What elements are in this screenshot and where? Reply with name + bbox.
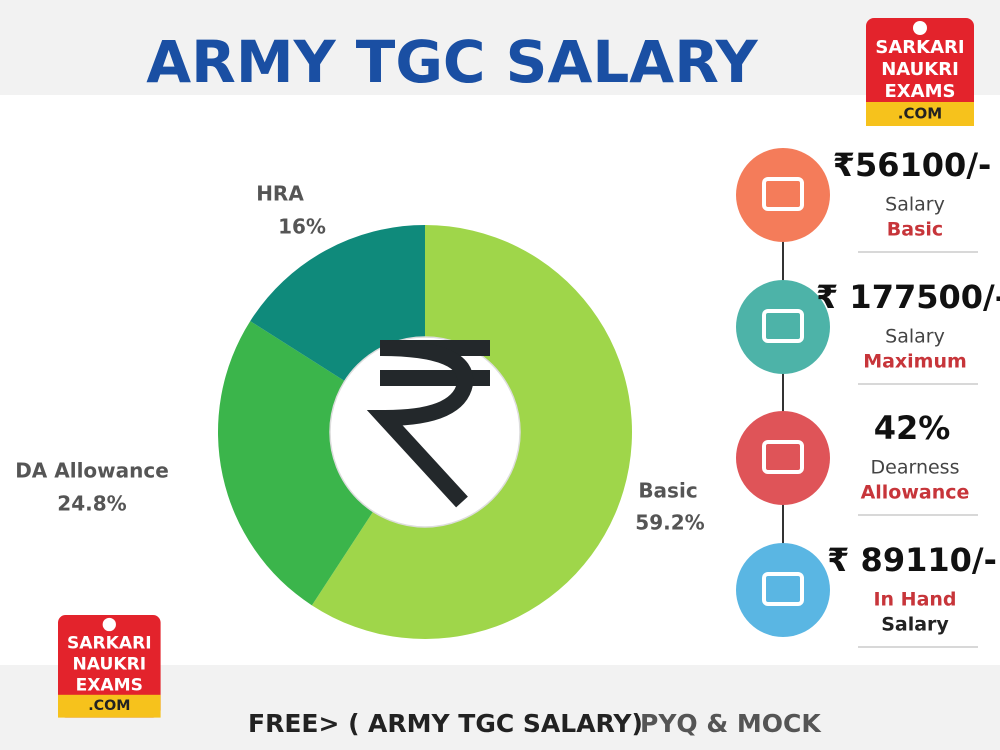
icon-glyph: [762, 572, 804, 606]
logo-base: [866, 102, 974, 126]
icon-circle: [736, 148, 830, 242]
card-line2: Allowance: [861, 482, 970, 504]
logo-text: SARKARI: [67, 634, 152, 654]
footer-part: FREE> (: [248, 709, 360, 738]
card-amount: ₹ 177500/-: [816, 278, 1000, 316]
category-label: HRA: [256, 182, 304, 206]
logo-text: EXAMS: [885, 81, 956, 102]
center-circle: [329, 336, 521, 528]
title: ARMY TGC SALARY: [146, 28, 758, 96]
card-line2: Basic: [887, 219, 943, 241]
card-line2: Salary: [881, 614, 949, 636]
value-label: 59.2%: [635, 511, 704, 535]
logo-text: .COM: [88, 698, 130, 714]
card-line1: Salary: [885, 194, 945, 216]
logo-check: [102, 617, 116, 632]
icon-circle: [736, 280, 830, 374]
rupee-stroke: [366, 340, 474, 508]
logo-text: EXAMS: [76, 675, 143, 695]
logo-badge: [866, 18, 974, 126]
card-amount: ₹ 89110/-: [827, 541, 997, 579]
card-line2: Maximum: [863, 351, 967, 373]
footer-part: PYQ & MOCK: [640, 709, 822, 738]
logo-text: .COM: [898, 105, 942, 123]
icon-circle: [736, 411, 830, 505]
donut-segment: [311, 225, 633, 639]
value-label: 16%: [278, 215, 326, 239]
logo-text: NAUKRI: [72, 654, 146, 674]
card-amount: ₹56100/-: [833, 146, 992, 184]
logo-badge: [58, 615, 161, 718]
category-label: Basic: [638, 479, 697, 503]
card-line1: Dearness: [871, 457, 960, 479]
logo-check: [913, 21, 927, 35]
icon-glyph: [762, 177, 804, 211]
rupee-icon: [366, 340, 490, 508]
card-line1: Salary: [885, 326, 945, 348]
icon-circle: [736, 543, 830, 637]
logo-base: [58, 694, 161, 718]
logo-text: NAUKRI: [881, 59, 959, 80]
value-label: 24.8%: [57, 492, 126, 516]
card-amount: 42%: [874, 409, 951, 447]
logo-text: SARKARI: [875, 37, 964, 58]
icon-glyph: [762, 309, 804, 343]
footer-part: ARMY TGC SALARY): [368, 709, 643, 738]
header-band: [0, 0, 1000, 95]
category-label: DA Allowance: [15, 459, 169, 483]
donut-segment: [217, 321, 374, 606]
card-line1: In Hand: [873, 589, 956, 611]
footer-band: [0, 665, 1000, 750]
icon-glyph: [762, 440, 804, 474]
footer-text: FREE> ( ARMY TGC SALARY) PYQ & MOCK: [248, 709, 822, 738]
